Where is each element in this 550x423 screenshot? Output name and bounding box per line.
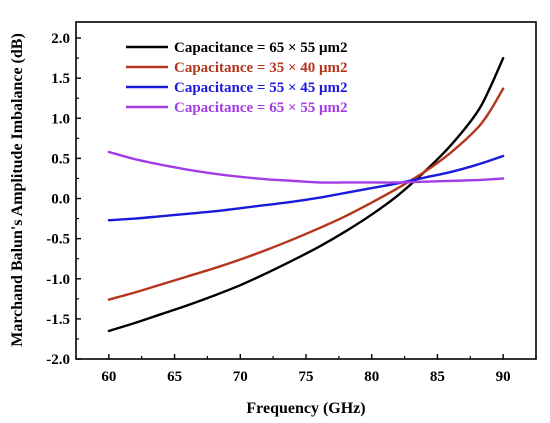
x-tick-label: 85 — [430, 369, 445, 385]
legend-label: Capacitance = 55 × 45 μm2 — [174, 80, 348, 96]
legend: Capacitance = 65 × 55 μm2 Capacitance = 3… — [126, 40, 348, 116]
x-tick-label: 90 — [496, 369, 511, 385]
legend-label: Capacitance = 65 × 55 μm2 — [174, 40, 348, 56]
x-tick-label: 70 — [233, 369, 248, 385]
y-tick-label: -2.0 — [46, 352, 70, 368]
series-line-4 — [107, 150, 505, 184]
series-line-3 — [107, 154, 505, 222]
y-tick-label: 1.5 — [51, 71, 70, 87]
x-axis-label: Frequency (GHz) — [246, 400, 365, 417]
y-tick-label: 2.0 — [51, 31, 70, 47]
series-line-2 — [107, 87, 505, 301]
x-tick-label: 60 — [101, 369, 116, 385]
axis-ticks: 60 65 70 75 80 85 90 -2.0 -1.5 -1.0 -0.5 0.0 0.5 1.0 1… — [46, 31, 537, 385]
series-line-1 — [107, 56, 505, 333]
x-tick-label: 65 — [167, 369, 182, 385]
legend-label: Capacitance = 65 × 55 μm2 — [174, 100, 348, 116]
y-tick-label: 1.0 — [51, 111, 70, 127]
x-tick-label: 75 — [299, 369, 314, 385]
y-tick-label: -0.5 — [46, 232, 70, 248]
y-tick-label: 0.5 — [51, 151, 70, 167]
y-tick-label: 0.0 — [51, 192, 70, 208]
y-tick-label: -1.5 — [46, 312, 70, 328]
y-axis-label: Marchand Balun's Amplitude Imbalance (dB… — [9, 33, 26, 347]
legend-label: Capacitance = 35 × 40 μm2 — [174, 60, 348, 76]
y-tick-label: -1.0 — [46, 272, 70, 288]
x-tick-label: 80 — [364, 369, 379, 385]
series-lines — [107, 56, 505, 333]
